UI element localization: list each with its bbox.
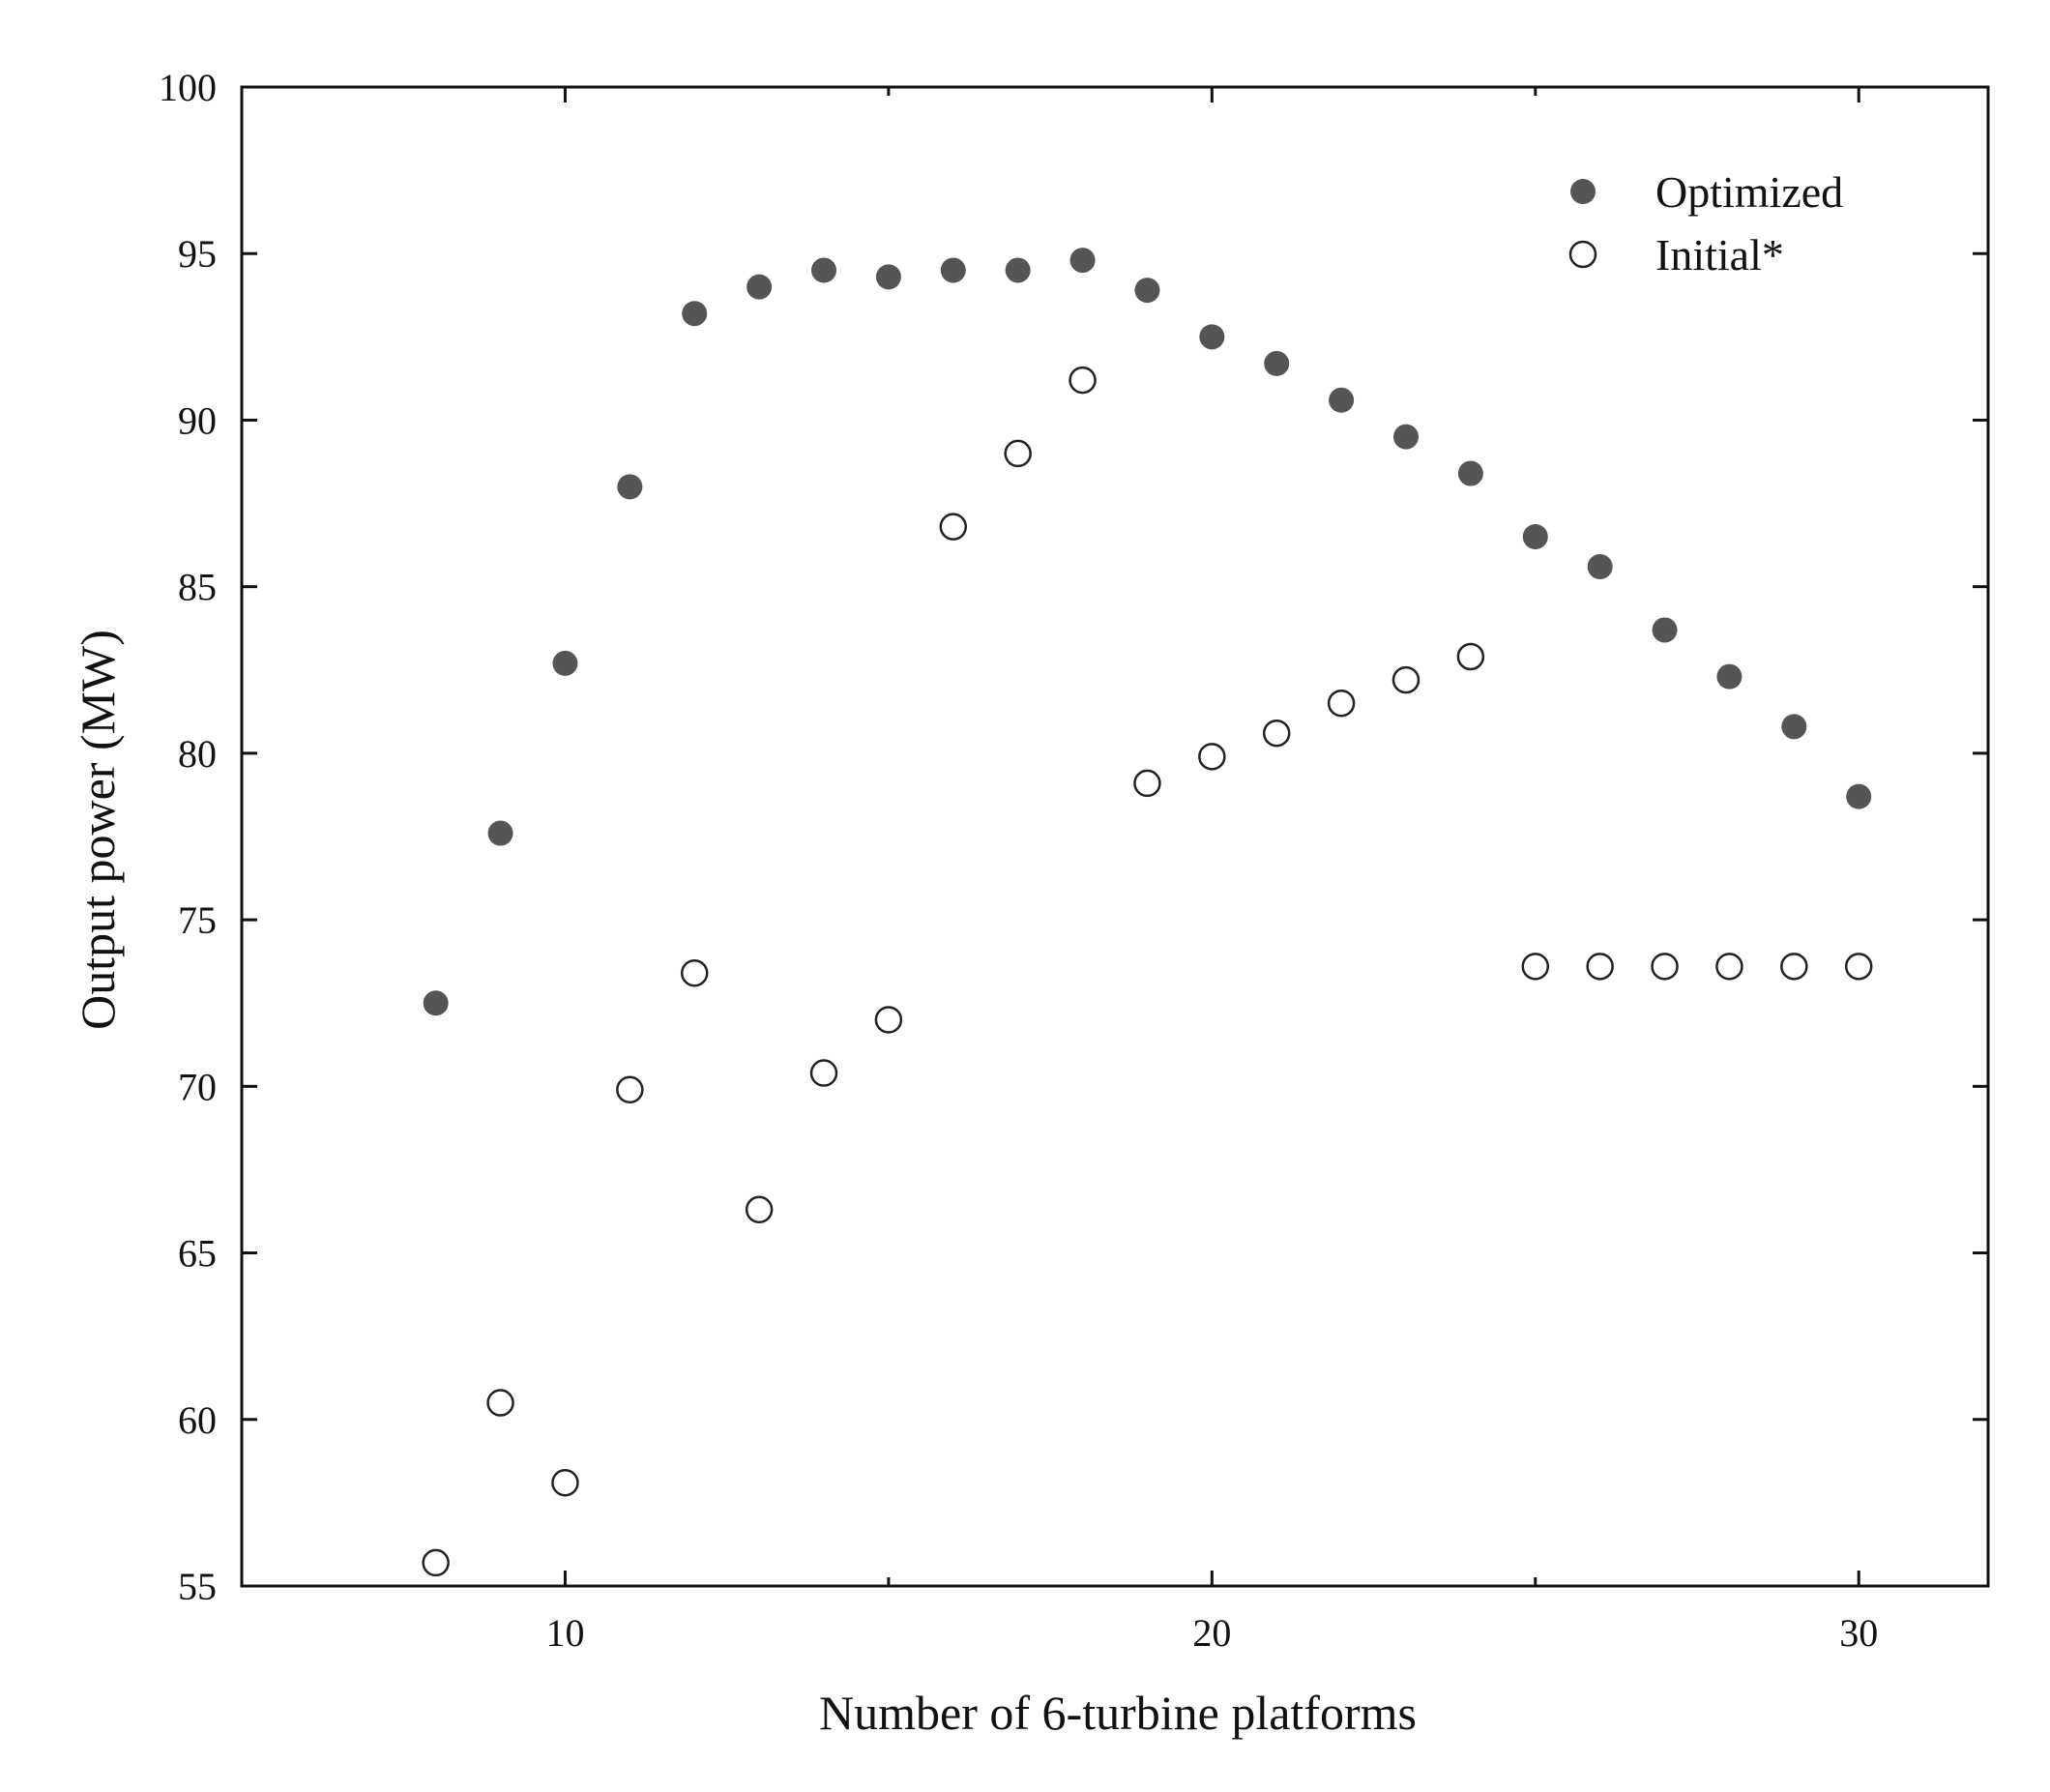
initial-point [551,1468,579,1497]
legend-optimized-label: Optimized [1655,167,1843,217]
x-axis-title: Number of 6-turbine platforms [819,1686,1417,1740]
x-tick-label: 30 [1839,1611,1878,1655]
initial-point [1844,953,1873,981]
optimized-point [1457,460,1483,486]
optimized-point [1329,387,1355,413]
optimized-point [1716,663,1742,690]
optimized-point [552,650,578,676]
optimized-point [423,990,449,1016]
optimized-point [940,257,966,283]
optimized-point [1264,350,1290,376]
y-tick-label: 85 [178,566,217,609]
initial-point [874,1006,903,1034]
optimized-point [1005,257,1031,283]
y-axis-title: Output power (MW) [71,630,125,1030]
initial-point [1780,953,1808,981]
x-tick-label: 10 [545,1611,584,1655]
initial-point [422,1548,450,1577]
optimized-point [811,257,836,283]
series-initial [422,366,1873,1577]
y-tick-label: 70 [178,1065,217,1108]
legend: Optimized Initial* [1568,167,1843,279]
ticks: 10 20 30 55 60 65 70 75 80 85 90 95 100 [159,66,1988,1655]
y-tick-label: 90 [178,398,217,442]
initial-point [1262,719,1291,748]
initial-point [1327,689,1356,718]
legend-optimized-marker [1570,179,1596,204]
initial-point [1715,953,1743,981]
initial-point [680,958,709,987]
initial-point [616,1075,644,1104]
optimized-point [617,474,643,500]
initial-point [1198,743,1226,771]
optimized-point [1781,714,1807,740]
initial-point [1004,439,1032,468]
optimized-point [1069,248,1096,274]
initial-point [809,1059,838,1087]
initial-point [486,1389,514,1417]
optimized-point [1587,554,1613,579]
initial-point [1586,953,1614,981]
optimized-point [487,820,513,846]
optimized-point [1393,424,1419,450]
optimized-point [1134,278,1160,304]
initial-point [1456,642,1485,671]
plot-frame [240,85,1990,1588]
initial-point [1069,366,1097,395]
initial-point [1651,953,1679,981]
optimized-point [875,264,901,290]
y-tick-label: 65 [178,1232,217,1276]
initial-point [1521,953,1550,981]
optimized-point [1652,617,1678,643]
optimized-point [682,301,708,327]
y-tick-label: 95 [178,232,217,276]
initial-point [745,1195,774,1224]
legend-initial-marker [1568,240,1597,269]
axes [240,85,1990,1588]
legend-initial-label: Initial* [1655,230,1784,279]
y-tick-label: 75 [178,898,217,942]
initial-point [1133,769,1161,798]
y-tick-label: 80 [178,732,217,776]
y-tick-label: 100 [159,66,217,109]
y-tick-label: 60 [178,1398,217,1442]
optimized-point [1199,324,1225,350]
optimized-point [1846,783,1872,809]
series-optimized [423,248,1872,1016]
x-tick-label: 20 [1192,1611,1231,1655]
initial-point [1391,665,1420,694]
initial-point [939,513,968,541]
optimized-point [747,274,773,300]
y-tick-label: 55 [178,1565,217,1608]
optimized-point [1522,524,1548,549]
